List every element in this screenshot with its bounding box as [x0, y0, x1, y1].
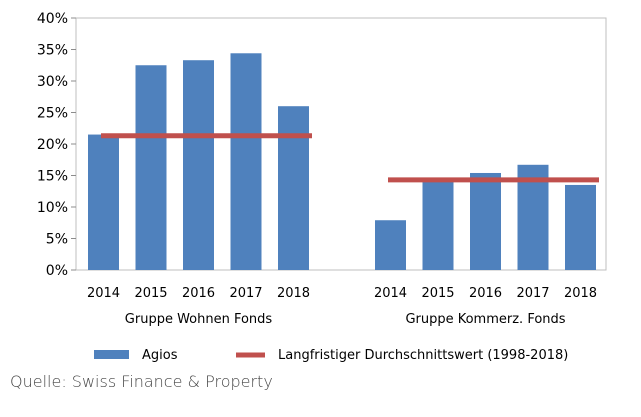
- x-tick-label: 2016: [182, 286, 215, 301]
- bar: [183, 60, 214, 271]
- bar: [470, 172, 501, 270]
- x-tick-label: 2018: [277, 286, 310, 301]
- y-tick-label: 5%: [46, 232, 68, 248]
- x-tick-label: 2017: [229, 286, 262, 301]
- bar: [135, 65, 167, 270]
- y-tick-label: 0%: [46, 263, 68, 279]
- bar: [230, 53, 262, 270]
- x-tick-label: 2017: [516, 286, 549, 301]
- y-tick-label: 25%: [37, 106, 68, 122]
- legend-label: Agios: [142, 348, 178, 363]
- y-tick-label: 20%: [37, 137, 68, 153]
- legend-swatch-bars: [94, 350, 129, 359]
- x-tick-label: 2014: [374, 286, 407, 301]
- x-tick-label: 2018: [564, 286, 597, 301]
- legend-label: Langfristiger Durchschnittswert (1998-20…: [278, 348, 568, 363]
- y-tick-label: 40%: [37, 11, 68, 27]
- bar: [375, 220, 406, 270]
- bar: [88, 134, 119, 270]
- y-tick-label: 15%: [37, 169, 68, 185]
- bar: [565, 184, 596, 270]
- group-label: Gruppe Wohnen Fonds: [125, 312, 273, 327]
- y-tick-label: 35%: [37, 43, 68, 59]
- bar: [422, 181, 454, 270]
- source-note: Quelle: Swiss Finance & Property: [10, 372, 273, 391]
- x-tick-label: 2015: [134, 286, 167, 301]
- y-tick-label: 10%: [37, 200, 68, 216]
- x-tick-label: 2014: [87, 286, 120, 301]
- x-tick-label: 2015: [421, 286, 454, 301]
- bar: [278, 106, 309, 270]
- y-tick-label: 30%: [37, 74, 68, 90]
- group-label: Gruppe Kommerz. Fonds: [405, 312, 565, 327]
- x-tick-label: 2016: [469, 286, 502, 301]
